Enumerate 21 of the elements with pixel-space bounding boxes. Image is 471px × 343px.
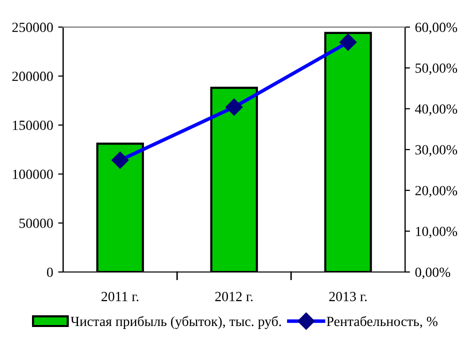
y-tick-label: 50000 <box>19 218 53 228</box>
bar <box>210 86 258 272</box>
y-tick-label: 100000 <box>12 170 53 179</box>
legend-label: Чистая прибыль (убыток), тыс. руб. <box>70 316 281 329</box>
x-tick-label: 2013 г. <box>329 292 367 302</box>
bar <box>96 142 144 272</box>
y2-tick-label: 40,00% <box>415 104 458 116</box>
y2-tick-label: 0,00% <box>415 268 450 279</box>
x-tick-label: 2012 г. <box>215 292 253 302</box>
bar <box>324 32 372 272</box>
y2-tick-label: 60,00% <box>415 22 458 34</box>
y-tick-label: 0 <box>46 268 53 277</box>
x-tick-label: 2011 г. <box>102 292 138 302</box>
y2-tick-label: 50,00% <box>416 63 458 75</box>
y2-tick-label: 10,00% <box>416 226 458 238</box>
y-tick-label: 150000 <box>12 120 53 130</box>
y2-tick-label: 20,00% <box>415 186 458 198</box>
y2-tick-label: 30,00% <box>415 145 458 156</box>
y-tick-label: 250000 <box>12 22 53 32</box>
y-tick-label: 200000 <box>12 72 53 82</box>
legend-label: Рентабельность, % <box>326 316 438 328</box>
